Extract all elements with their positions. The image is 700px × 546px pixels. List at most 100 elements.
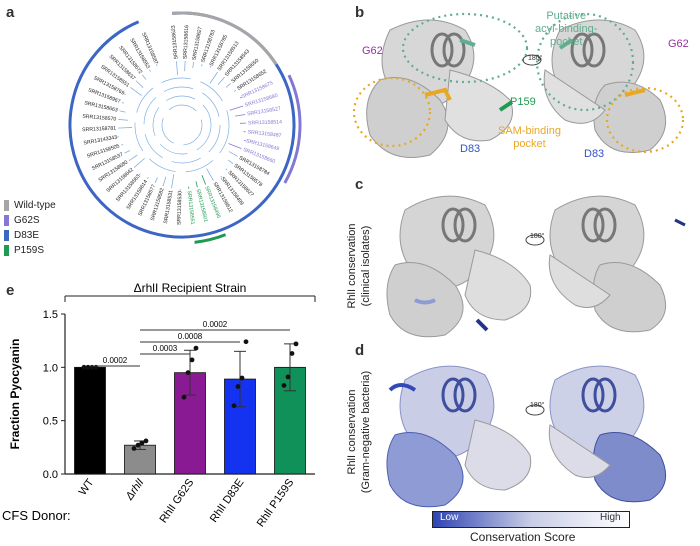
legend-item: G62S bbox=[4, 213, 56, 228]
tree-branch bbox=[149, 69, 151, 72]
phylogenetic-tree: SRR13158623 SRR13158616 SRR13158627SRR1315… bbox=[68, 11, 302, 244]
tree-branch bbox=[118, 119, 129, 121]
tree-branch bbox=[228, 143, 242, 150]
c-title-line1: RhlI conservation bbox=[346, 223, 358, 309]
data-point bbox=[231, 403, 237, 409]
tree-branch bbox=[225, 83, 231, 88]
tree-branch bbox=[228, 151, 238, 157]
cfs-donor-label: CFS Donor: bbox=[2, 508, 71, 523]
x-tick-label: RhlI P159S bbox=[255, 477, 297, 529]
bar bbox=[74, 366, 106, 475]
g62s-arc bbox=[283, 74, 302, 184]
p-value-label: 0.0003 bbox=[153, 344, 178, 353]
p159-label: P159 bbox=[510, 96, 536, 108]
panel-d-letter: d bbox=[355, 342, 365, 359]
tree-branch bbox=[209, 65, 212, 68]
rot-label-d: 180° bbox=[530, 402, 545, 409]
panel-c-letter: c bbox=[355, 176, 364, 193]
d-title-line2: (Gram-negative bacteria) bbox=[360, 370, 372, 494]
tree-branch bbox=[239, 96, 242, 99]
wildtype-arc bbox=[172, 11, 278, 66]
legend-swatch bbox=[4, 230, 9, 241]
conservation-scale-bar bbox=[432, 511, 630, 528]
tree-branch bbox=[138, 173, 141, 176]
c-title-line2: (clinical isolates) bbox=[360, 225, 372, 307]
tree-branch bbox=[176, 61, 179, 76]
legend-label: P159S bbox=[14, 245, 45, 256]
rot-label-c: 180° bbox=[530, 233, 545, 240]
data-point bbox=[81, 364, 87, 370]
tree-branch bbox=[220, 175, 223, 178]
y-tick-label: 0.5 bbox=[43, 416, 58, 428]
tree-branch bbox=[119, 110, 126, 113]
tree-branch bbox=[209, 71, 219, 84]
sam-pocket-label: SAM-binding pocket bbox=[498, 125, 561, 150]
tree-leaf-label: SRR13158527 bbox=[247, 106, 282, 118]
tree-branch bbox=[192, 62, 195, 69]
legend-item: Wild-type bbox=[4, 198, 56, 213]
data-point bbox=[243, 339, 249, 345]
d83-label-right: D83 bbox=[584, 148, 605, 160]
data-point bbox=[189, 357, 195, 363]
rotate-180-icon bbox=[522, 54, 542, 66]
tree-inner-branch bbox=[143, 86, 221, 164]
protein-left bbox=[366, 19, 514, 158]
tree-inner-branch bbox=[134, 77, 230, 173]
tree-branch bbox=[154, 177, 158, 184]
data-point bbox=[185, 370, 191, 376]
tree-branch bbox=[128, 154, 138, 162]
legend-label: G62S bbox=[14, 215, 40, 226]
chart-title: ΔrhlI Recipient Strain bbox=[134, 282, 247, 295]
tree-branch bbox=[201, 175, 207, 185]
bar bbox=[124, 444, 156, 475]
sam-pocket-outline-right bbox=[605, 86, 685, 154]
tree-branch bbox=[171, 174, 175, 189]
p-value-label: 0.0002 bbox=[103, 356, 128, 365]
data-point bbox=[289, 351, 295, 356]
scale-high-label: High bbox=[600, 512, 621, 523]
tree-branch bbox=[130, 86, 142, 96]
panel-d-title: RhlI conservation (Gram-negative bacteri… bbox=[340, 350, 390, 510]
legend-item: D83E bbox=[4, 228, 56, 243]
tree-branch bbox=[227, 159, 234, 165]
acyl-pocket-label: Putative acyl-binding- pocket bbox=[535, 10, 598, 48]
structure-d bbox=[386, 365, 667, 508]
x-tick-label: ΔrhlI bbox=[123, 477, 146, 503]
tree-leaf-label: SRR13158781 bbox=[82, 126, 116, 134]
tree-branch bbox=[162, 176, 167, 187]
tree-branch bbox=[123, 93, 126, 95]
panel-e-letter: e bbox=[6, 282, 15, 299]
tree-branch bbox=[133, 157, 145, 168]
data-point bbox=[135, 442, 141, 448]
rot-label-b: 180° bbox=[528, 55, 543, 62]
g62-label-left: G62 bbox=[362, 45, 383, 57]
tree-branch bbox=[225, 168, 228, 171]
tree-branch bbox=[124, 150, 131, 154]
x-tick-label: WT bbox=[77, 477, 97, 498]
tree-leaf-label: SRR13158530 bbox=[176, 191, 183, 225]
panel-c-title: RhlI conservation (clinical isolates) bbox=[340, 186, 390, 346]
tree-legend: Wild-type G62S D83E P159S bbox=[4, 198, 56, 258]
legend-swatch bbox=[4, 245, 9, 256]
acyl-pocket-outline-left bbox=[401, 12, 529, 84]
tree-branch bbox=[229, 105, 244, 111]
tree-leaf-label: SRR13158487 bbox=[247, 129, 282, 139]
tree-branch bbox=[118, 127, 133, 129]
y-axis-label: Fraction Pyocyanin bbox=[8, 339, 22, 450]
tree-branch bbox=[141, 74, 147, 80]
tree-branch bbox=[135, 80, 144, 88]
tree-leaf-label: SRR13158570 bbox=[82, 114, 117, 123]
data-point bbox=[181, 394, 187, 400]
tree-branch bbox=[121, 144, 124, 146]
x-tick-label: RhlI D83E bbox=[208, 477, 247, 525]
panel-b-letter: b bbox=[355, 4, 365, 21]
tree-inner-branch bbox=[152, 95, 212, 155]
data-point bbox=[239, 375, 245, 381]
legend-swatch bbox=[4, 215, 9, 226]
data-point bbox=[131, 446, 137, 451]
tree-leaf-label: SRR13158623 bbox=[171, 25, 180, 60]
data-point bbox=[85, 364, 91, 370]
acyl-pocket-outline-right bbox=[535, 12, 635, 112]
tree-branch bbox=[121, 102, 125, 104]
legend-label: Wild-type bbox=[14, 200, 56, 211]
